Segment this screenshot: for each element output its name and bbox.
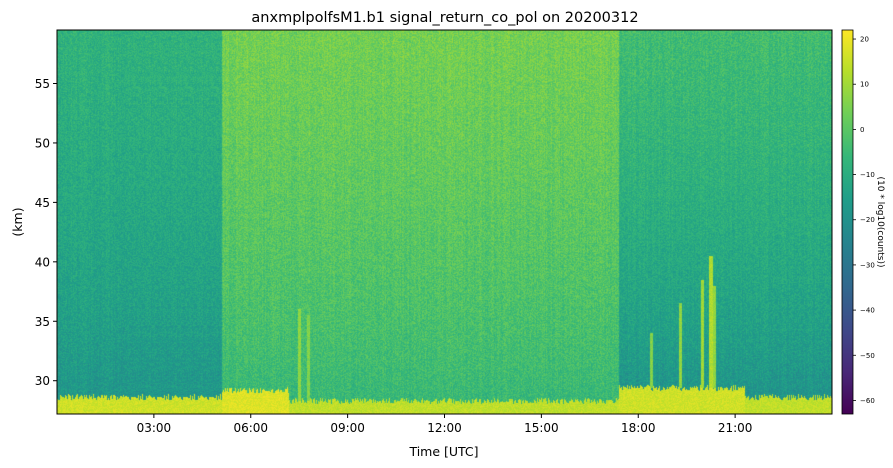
colorbar: 20 10 0 −10 −20 −30 −40 −50 −60 (10 * log10(coun… [841,29,885,415]
colorbar-tick-label: −60 [860,397,875,405]
chart-title: anxmplpolfsM1.b1 signal_return_co_pol on… [251,10,638,26]
y-axis-label: (km) [10,207,25,236]
x-axis: 03:00 06:00 09:00 12:00 15:00 18:00 21:00 [137,414,753,435]
x-axis-label: Time [UTC] [408,444,478,459]
x-tick-label: 21:00 [718,421,753,435]
colorbar-label: (10 * log10(counts)) [875,177,885,268]
y-tick-label: 40 [35,255,50,269]
colorbar-tick-label: −10 [860,171,875,179]
colorbar-ticks: 20 10 0 −10 −20 −30 −40 −50 −60 [853,36,875,405]
colorbar-gradient [841,29,854,415]
y-axis: 30 35 40 45 50 55 [35,77,57,388]
colorbar-tick-label: −30 [860,261,875,269]
y-tick-label: 55 [35,77,50,91]
x-tick-label: 06:00 [233,421,268,435]
colorbar-tick-label: −40 [860,307,875,315]
y-tick-label: 35 [35,315,50,329]
heatmap-raster [57,30,832,414]
colorbar-tick-label: −20 [860,216,875,224]
x-tick-label: 18:00 [621,421,656,435]
x-tick-label: 15:00 [524,421,559,435]
x-tick-label: 09:00 [330,421,365,435]
y-tick-label: 45 [35,196,50,210]
y-tick-label: 30 [35,374,50,388]
y-tick-label: 50 [35,136,50,150]
colorbar-tick-label: −50 [860,352,875,360]
x-tick-label: 12:00 [427,421,462,435]
x-tick-label: 03:00 [137,421,172,435]
colorbar-tick-label: 20 [860,36,869,44]
plot-area [56,29,833,415]
colorbar-tick-label: 10 [860,81,869,89]
colorbar-tick-label: 0 [860,126,864,134]
